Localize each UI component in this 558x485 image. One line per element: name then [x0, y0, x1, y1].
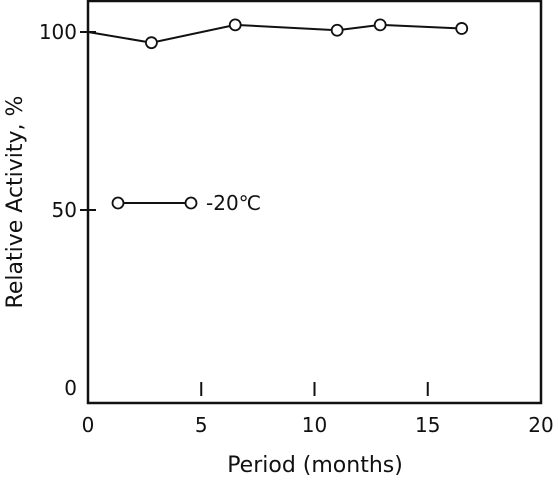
series-point-0-2	[228, 18, 242, 32]
x-axis-label: Period (months)	[227, 453, 403, 478]
y-axis-ticks: 0 50 100	[39, 20, 96, 400]
x-tick-label-5: 5	[195, 413, 208, 437]
y-tick-label-0: 0	[64, 376, 77, 400]
y-tick-label-50: 50	[52, 198, 77, 222]
series-point-0-3	[330, 23, 344, 37]
x-tick-label-15: 15	[415, 413, 440, 437]
series-point-0-4	[373, 18, 387, 32]
legend-marker-right	[184, 196, 198, 210]
x-tick-label-10: 10	[302, 413, 327, 437]
legend-marker-left	[111, 196, 125, 210]
y-tick-label-100: 100	[39, 20, 77, 44]
x-axis-ticks: 0 5 10 15 20	[82, 382, 554, 437]
y-axis-label: Relative Activity, %	[3, 96, 28, 309]
x-tick-label-0: 0	[82, 413, 95, 437]
series-point-0-5	[455, 22, 469, 35]
x-tick-label-20: 20	[528, 413, 553, 437]
series-line-0	[87, 23, 462, 44]
series-point-0-1	[145, 36, 158, 50]
legend: -20℃	[111, 191, 261, 215]
plot-frame	[86, 0, 543, 405]
legend-label: -20℃	[206, 191, 261, 215]
series-layer	[87, 18, 469, 50]
